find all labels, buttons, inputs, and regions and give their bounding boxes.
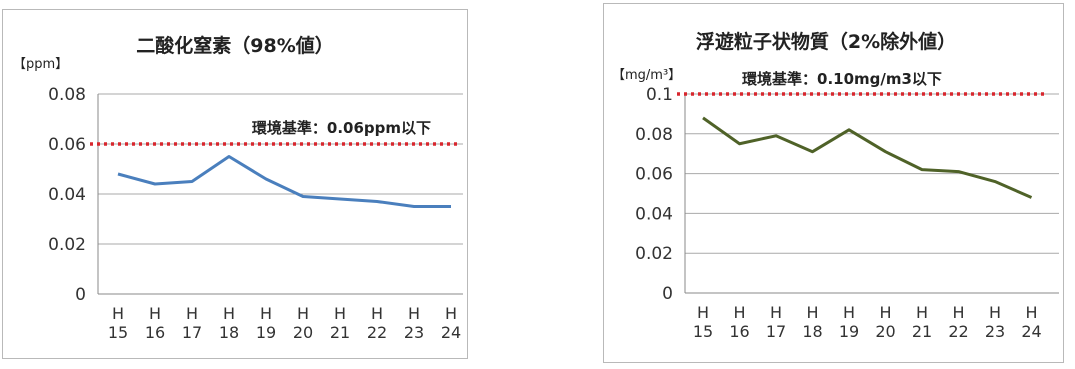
- x-tick-label: H: [223, 304, 235, 323]
- unit-label: 【mg/m³】: [612, 68, 681, 83]
- y-tick-label: 0: [662, 284, 673, 304]
- x-tick-label: H: [112, 304, 124, 323]
- x-tick-label: H: [879, 303, 891, 322]
- x-tick-label: H: [843, 303, 855, 322]
- x-tick-label: H: [186, 304, 198, 323]
- x-tick-label: H: [297, 304, 309, 323]
- x-tick-label: 24: [441, 323, 461, 342]
- reference-label: 環境基準：0.06ppm以下: [252, 119, 431, 137]
- x-tick-label: 15: [108, 323, 128, 342]
- x-tick-label: 23: [404, 323, 424, 342]
- y-tick-label: 0: [75, 285, 86, 305]
- x-tick-label: 18: [219, 323, 239, 342]
- x-tick-label: 20: [293, 323, 313, 342]
- chart-panel-no2: 二酸化窒素（98%値） 【ppm】 0 0.02 0.04 0.06 0.08 H 15 H…: [2, 9, 468, 359]
- x-tick-label: H: [371, 304, 383, 323]
- chart-title: 浮遊粒子状物質（2%除外値）: [696, 30, 956, 53]
- unit-label: 【ppm】: [13, 57, 68, 72]
- x-tick-label: 16: [145, 323, 165, 342]
- x-tick-label: H: [806, 303, 818, 322]
- x-tick-label: H: [1025, 303, 1037, 322]
- y-tick-label: 0.02: [635, 244, 673, 264]
- y-tick-label: 0.04: [635, 204, 673, 224]
- x-tick-label: H: [260, 304, 272, 323]
- x-tick-label: H: [408, 304, 420, 323]
- y-tick-label: 0.08: [635, 125, 673, 145]
- x-tick-label: 21: [912, 322, 932, 341]
- y-tick-label: 0.06: [635, 165, 673, 185]
- x-tick-label: 15: [693, 322, 713, 341]
- series-line: [702, 116, 1033, 199]
- x-tick-label: H: [334, 304, 346, 323]
- y-tick-label: 0.06: [48, 135, 86, 155]
- y-tick-label: 0.04: [48, 185, 86, 205]
- x-tick-label: 20: [875, 322, 895, 341]
- x-tick-label: 23: [985, 322, 1005, 341]
- x-tick-label: 17: [766, 322, 786, 341]
- x-tick-label: H: [149, 304, 161, 323]
- x-tick-label: 18: [802, 322, 822, 341]
- chart-panel-spm: 浮遊粒子状物質（2%除外値） 【mg/m³】 0 0.02 0.04 0.06 0.08…: [603, 3, 1064, 363]
- x-tick-label: H: [952, 303, 964, 322]
- x-tick-label: 16: [729, 322, 749, 341]
- x-tick-label: 21: [330, 323, 350, 342]
- x-tick-label: H: [989, 303, 1001, 322]
- x-tick-label: 24: [1021, 322, 1041, 341]
- x-tick-label: H: [916, 303, 928, 322]
- reference-label: 環境基準：0.10mg/m3以下: [742, 70, 942, 88]
- series-line: [117, 155, 451, 208]
- x-tick-label: H: [697, 303, 709, 322]
- y-tick-label: 0.02: [48, 235, 86, 255]
- x-tick-label: 22: [948, 322, 968, 341]
- y-tick-label: 0.08: [48, 85, 86, 105]
- x-tick-label: 22: [367, 323, 387, 342]
- chart-title: 二酸化窒素（98%値）: [136, 34, 333, 57]
- x-tick-label: H: [733, 303, 745, 322]
- no2-chart: 二酸化窒素（98%値） 【ppm】 00.020.040.060.08 H15H…: [13, 34, 463, 342]
- x-tick-label: 17: [182, 323, 202, 342]
- x-tick-label: 19: [839, 322, 859, 341]
- spm-chart: 浮遊粒子状物質（2%除外値） 【mg/m³】 0 0.02 0.04 0.06 0.08…: [612, 30, 1059, 341]
- x-tick-label: H: [445, 304, 457, 323]
- x-tick-label: 19: [256, 323, 276, 342]
- y-tick-label: 0.1: [646, 85, 673, 105]
- x-tick-label: H: [770, 303, 782, 322]
